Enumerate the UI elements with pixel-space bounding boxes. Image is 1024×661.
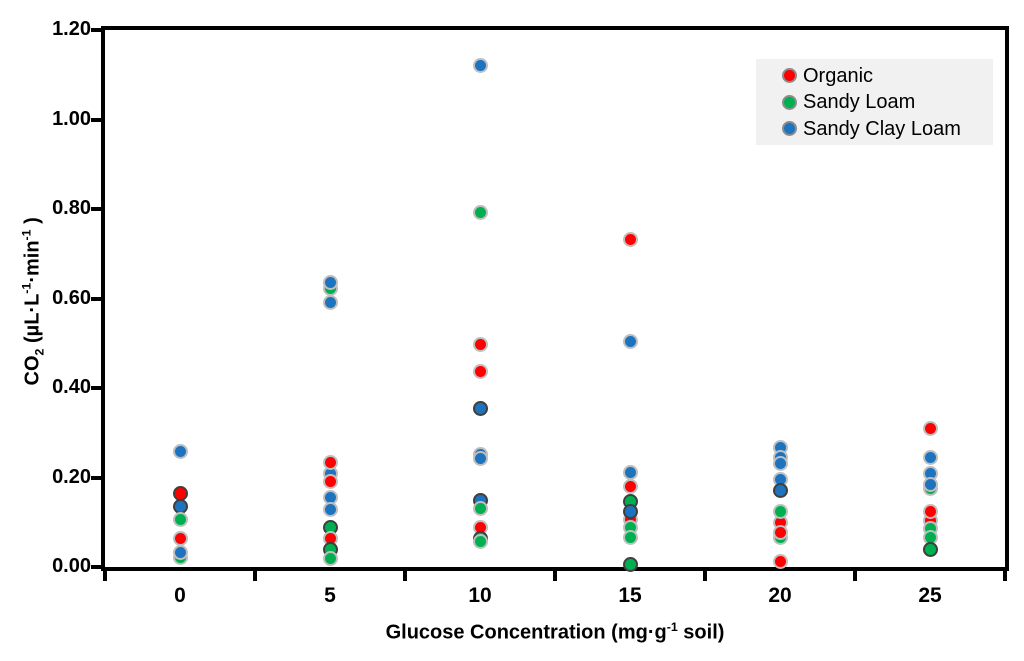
x-tick-mark — [553, 571, 557, 581]
data-point — [772, 524, 788, 540]
y-tick-label: 0.60 — [52, 286, 91, 309]
data-point — [472, 336, 488, 352]
x-tick-label: 0 — [174, 584, 186, 607]
data-point — [622, 232, 638, 248]
legend-label-sandy-loam: Sandy Loam — [803, 91, 916, 113]
data-point — [622, 478, 638, 494]
data-point — [472, 58, 488, 74]
y-tick-label: 0.00 — [52, 555, 91, 577]
data-point — [472, 533, 488, 549]
y-tick-label: 0.80 — [52, 197, 91, 219]
data-point — [922, 541, 938, 557]
data-point — [322, 473, 338, 489]
sandy-loam-marker-icon — [782, 94, 797, 110]
y-tick-label: 1.20 — [52, 18, 91, 40]
legend-label-organic: Organic — [803, 64, 874, 87]
data-point — [622, 557, 638, 573]
organic-marker-icon — [782, 68, 797, 83]
y-tick-mark — [91, 296, 101, 301]
data-point — [322, 274, 338, 290]
x-tick-label: 5 — [324, 584, 336, 607]
data-point — [472, 400, 488, 416]
y-tick-label: 0.40 — [52, 376, 91, 398]
data-point — [472, 501, 488, 517]
y-tick-mark — [91, 117, 101, 122]
data-point — [922, 504, 938, 520]
data-point — [772, 553, 788, 569]
sandy-clay-loam-marker-icon — [782, 121, 797, 136]
data-point — [622, 334, 638, 350]
legend-item-sandy-loam: Sandy Loam — [782, 92, 993, 112]
x-tick-label: 15 — [618, 584, 642, 607]
data-point — [772, 455, 788, 471]
y-tick-mark — [91, 386, 101, 390]
x-tick-mark — [703, 571, 707, 581]
y-tick-mark — [91, 475, 101, 480]
data-point — [922, 476, 938, 492]
x-axis-title: Glucose Concentration (mg·g-1 soil) — [385, 620, 725, 644]
y-axis-title: CO2 (µL·L-1·min-1 ) — [19, 217, 47, 386]
data-point — [472, 363, 488, 379]
legend-item-organic: Organic — [782, 66, 993, 86]
data-point — [322, 454, 338, 470]
x-tick-label: 20 — [768, 584, 792, 607]
data-point — [322, 295, 338, 311]
y-tick-mark — [91, 28, 101, 32]
data-point — [922, 420, 938, 436]
legend-label-sandy-clay-loam: Sandy Clay Loam — [803, 117, 961, 140]
x-tick-mark — [103, 571, 107, 581]
data-point — [622, 530, 638, 546]
data-point — [772, 503, 788, 519]
y-tick-label: 0.20 — [52, 465, 91, 488]
data-point — [172, 544, 188, 560]
x-tick-label: 10 — [468, 584, 492, 607]
data-point — [322, 551, 338, 567]
x-tick-mark — [853, 571, 857, 581]
legend: Organic Sandy Loam Sandy Clay Loam — [756, 59, 993, 145]
x-tick-label: 25 — [918, 584, 942, 607]
data-point — [472, 450, 488, 466]
x-tick-mark — [253, 571, 257, 581]
y-tick-mark — [91, 565, 101, 569]
legend-item-sandy-clay-loam: Sandy Clay Loam — [782, 119, 993, 139]
data-point — [922, 449, 938, 465]
y-tick-label: 1.00 — [52, 107, 91, 130]
plot-points-layer — [105, 30, 1005, 573]
data-point — [622, 504, 638, 520]
data-point — [172, 444, 188, 460]
data-point — [622, 464, 638, 480]
data-point — [472, 205, 488, 221]
data-point — [322, 501, 338, 517]
data-point — [772, 483, 788, 499]
x-tick-mark — [1003, 571, 1007, 581]
y-tick-mark — [91, 207, 101, 211]
data-point — [172, 511, 188, 527]
x-tick-mark — [403, 571, 407, 581]
